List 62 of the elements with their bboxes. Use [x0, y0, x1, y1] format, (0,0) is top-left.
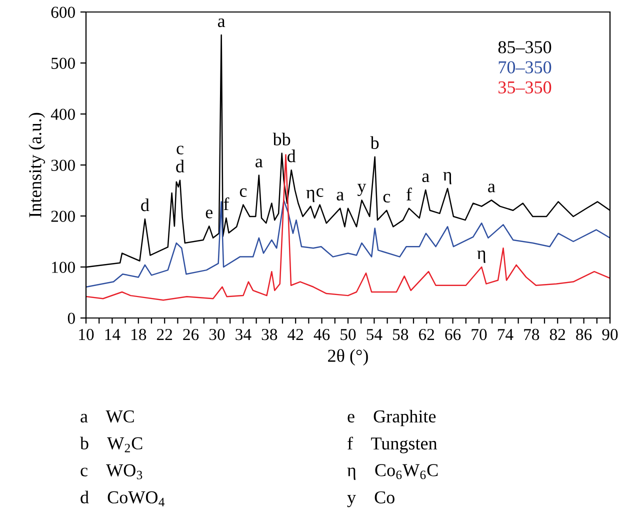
- annotation: η: [477, 250, 486, 263]
- x-tick-label: 50: [340, 328, 356, 340]
- text: 35–350: [498, 81, 552, 94]
- annotation: e: [206, 210, 213, 218]
- text: η Co$_{6}$W$_{6}$C: [347, 464, 438, 480]
- annotation: b: [370, 136, 379, 150]
- x-tick-label: 62: [418, 328, 434, 340]
- x-tick-label: 26: [183, 328, 199, 340]
- text: y Co: [347, 491, 394, 508]
- y-axis-title: Intensity (a.u.): [28, 112, 46, 218]
- x-tick-label: 22: [157, 328, 172, 340]
- x-tick-label: 30: [209, 328, 225, 340]
- annotation: a: [336, 192, 344, 201]
- x-tick-label: 70: [472, 328, 487, 340]
- annotation: f: [224, 197, 230, 210]
- text: 70–350: [498, 61, 552, 74]
- x-tick-label: 46: [314, 328, 330, 340]
- text: c WO$_{3}$: [80, 464, 142, 480]
- text: d CoWO$_{4}$: [80, 490, 165, 506]
- x-tick-label: 90: [602, 328, 618, 340]
- x-tick-label: 10: [79, 328, 94, 340]
- x-tick-label: 14: [105, 328, 120, 340]
- annotation: d: [287, 150, 296, 162]
- annotation: f: [406, 188, 412, 200]
- x-tick-label: 82: [550, 328, 566, 340]
- y-tick-label: 0: [68, 312, 75, 324]
- y-tick-label: 100: [52, 262, 75, 273]
- annotation: η: [306, 190, 314, 202]
- x-tick-label: 66: [445, 328, 461, 340]
- x-axis-title: 2θ (°): [328, 349, 368, 366]
- y-tick-label: 200: [51, 210, 75, 222]
- text: a WC: [80, 410, 134, 423]
- y-tick-label: 500: [52, 58, 75, 69]
- annotation: a: [422, 174, 430, 182]
- x-tick-label: 74: [498, 329, 514, 340]
- annotation: a: [218, 18, 226, 28]
- annotation: c: [240, 188, 247, 197]
- x-tick-label: 34: [236, 328, 252, 340]
- text: e Graphite: [348, 410, 436, 426]
- y-tick-label: 400: [50, 108, 75, 120]
- x-tick-label: 78: [524, 328, 540, 340]
- text: 85–350: [498, 41, 552, 54]
- x-tick-label: 54: [366, 329, 382, 340]
- x-tick-label: 86: [576, 328, 592, 340]
- x-tick-label: 42: [288, 328, 304, 340]
- annotation: a: [256, 158, 263, 168]
- annotation: d: [141, 198, 150, 212]
- annotation: bb: [272, 132, 290, 146]
- x-tick-label: 58: [393, 328, 408, 340]
- annotation: c: [176, 146, 184, 154]
- annotation: c: [316, 188, 324, 197]
- annotation: a: [488, 184, 496, 192]
- annotation: d: [176, 160, 184, 172]
- x-tick-label: 38: [262, 328, 278, 340]
- annotation: c: [383, 194, 390, 203]
- y-tick-label: 300: [51, 160, 75, 171]
- x-tick-label: 18: [132, 328, 146, 340]
- text: b W$_{2}$C: [80, 436, 142, 452]
- annotation: y: [357, 184, 366, 196]
- text: f Tungsten: [348, 436, 438, 454]
- annotation: η: [443, 172, 452, 184]
- y-tick-label: 600: [51, 6, 75, 18]
